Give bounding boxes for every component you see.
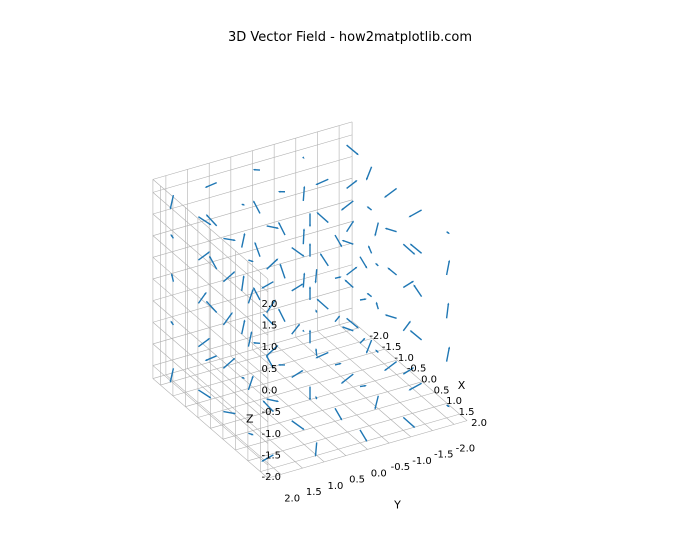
z-axis-label: Z <box>246 413 254 426</box>
vector-field-plot: -2.0-1.5-1.0-0.50.00.51.01.52.0X-2.0-1.5… <box>0 0 700 560</box>
svg-text:2.0: 2.0 <box>262 299 278 310</box>
svg-text:-1.5: -1.5 <box>434 450 454 461</box>
svg-text:2.0: 2.0 <box>471 418 487 429</box>
x-axis-label: X <box>458 379 466 392</box>
svg-text:-1.0: -1.0 <box>412 456 432 467</box>
svg-text:-0.5: -0.5 <box>407 364 427 375</box>
svg-text:-2.0: -2.0 <box>369 331 389 342</box>
svg-text:1.5: 1.5 <box>262 321 278 332</box>
svg-text:1.5: 1.5 <box>306 487 322 498</box>
svg-text:0.0: 0.0 <box>371 468 387 479</box>
svg-text:0.0: 0.0 <box>421 374 437 385</box>
svg-text:0.0: 0.0 <box>262 385 278 396</box>
svg-text:-1.0: -1.0 <box>394 353 414 364</box>
svg-text:2.0: 2.0 <box>284 493 300 504</box>
y-axis-label: Y <box>393 499 401 512</box>
svg-text:1.0: 1.0 <box>327 481 343 492</box>
svg-text:-2.0: -2.0 <box>456 443 476 454</box>
svg-text:1.5: 1.5 <box>459 407 475 418</box>
svg-text:-2.0: -2.0 <box>262 472 282 483</box>
svg-text:-0.5: -0.5 <box>391 462 411 473</box>
svg-text:1.0: 1.0 <box>262 342 278 353</box>
svg-text:0.5: 0.5 <box>434 385 450 396</box>
svg-text:0.5: 0.5 <box>262 364 278 375</box>
svg-text:1.0: 1.0 <box>446 396 462 407</box>
svg-text:-1.5: -1.5 <box>382 342 402 353</box>
svg-text:-1.0: -1.0 <box>262 429 282 440</box>
svg-text:0.5: 0.5 <box>349 475 365 486</box>
svg-text:-0.5: -0.5 <box>262 407 282 418</box>
svg-text:-1.5: -1.5 <box>262 450 282 461</box>
